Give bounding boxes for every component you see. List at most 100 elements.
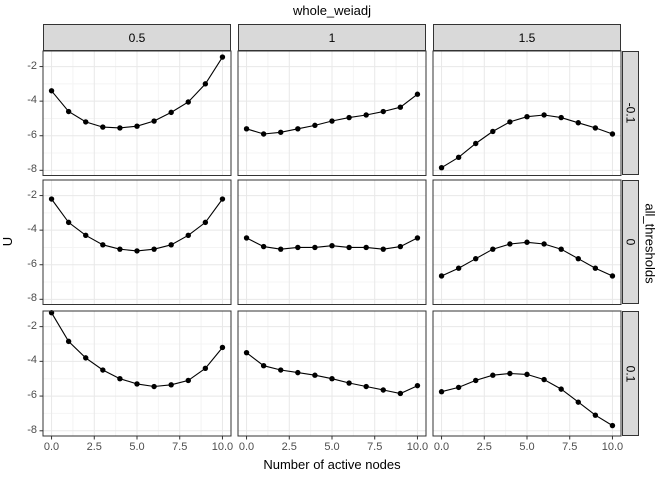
data-point xyxy=(312,244,318,251)
data-point xyxy=(260,362,267,369)
data-point xyxy=(473,255,479,262)
data-point xyxy=(83,119,89,125)
data-point xyxy=(278,129,284,135)
data-point xyxy=(397,243,404,250)
data-point xyxy=(83,355,89,361)
data-point xyxy=(455,154,462,161)
data-point xyxy=(414,91,421,97)
data-point xyxy=(329,243,335,249)
data-point xyxy=(363,383,369,390)
data-point xyxy=(295,369,301,376)
data-point xyxy=(363,244,369,251)
x-tick-label: 2.5 xyxy=(281,441,297,453)
data-point xyxy=(100,367,106,373)
facet-row-strip: -0.1 xyxy=(622,51,639,175)
data-point xyxy=(185,232,191,239)
data-point xyxy=(507,119,513,125)
y-tick-label: -6 xyxy=(27,128,37,141)
x-tick-label: 5.0 xyxy=(324,441,340,453)
data-point xyxy=(202,81,209,87)
data-point xyxy=(558,114,564,121)
x-axis-title: Number of active nodes xyxy=(263,457,401,472)
data-point xyxy=(558,386,564,392)
data-point xyxy=(363,112,369,118)
panel-col1-row0 xyxy=(237,179,427,305)
data-point xyxy=(83,232,89,239)
data-point xyxy=(202,219,209,226)
y-tick-label: -4 xyxy=(27,94,37,107)
data-point xyxy=(219,344,226,351)
data-point xyxy=(100,124,106,130)
x-tick-label: 7.5 xyxy=(172,441,188,453)
x-tick-label: 7.5 xyxy=(367,441,383,453)
data-point xyxy=(260,243,267,250)
data-point xyxy=(48,196,55,202)
data-point xyxy=(312,122,318,129)
data-point xyxy=(295,244,301,251)
data-point xyxy=(575,399,581,405)
data-point xyxy=(541,112,547,118)
panel-col1.5-row0 xyxy=(432,179,622,305)
x-tick-label: 10.0 xyxy=(211,441,234,453)
data-point xyxy=(507,241,513,247)
facet-col-strip: 1 xyxy=(238,24,426,51)
data-point xyxy=(134,248,140,254)
data-point xyxy=(151,383,157,390)
data-point xyxy=(438,389,445,395)
data-point xyxy=(346,114,352,121)
panel-col0.5-row-0.1 xyxy=(42,50,232,176)
facet-col-strip-label: 1 xyxy=(328,30,336,45)
data-point xyxy=(380,387,386,393)
y-tick-label: -2 xyxy=(27,188,37,201)
facet-col-strip-label: 0.5 xyxy=(128,30,146,45)
y-tick-label: -2 xyxy=(27,319,37,332)
panel-col1-row0.1 xyxy=(237,310,427,437)
y-tick-label: -6 xyxy=(27,389,37,402)
panel-col1.5-row0.1 xyxy=(432,310,622,437)
data-point xyxy=(243,349,250,356)
data-point xyxy=(575,255,581,262)
data-point xyxy=(558,246,564,252)
y-tick-label: -6 xyxy=(27,257,37,270)
x-tick-label: 2.5 xyxy=(476,441,492,453)
y-tick-label: -4 xyxy=(27,354,37,367)
y-tick-label: -2 xyxy=(27,59,37,72)
data-point xyxy=(219,54,226,60)
data-point xyxy=(329,118,335,124)
data-point xyxy=(455,384,462,391)
panel-col1-row-0.1 xyxy=(237,50,427,176)
y-tick-label: -8 xyxy=(27,163,37,176)
data-point xyxy=(592,265,599,271)
data-point xyxy=(168,109,174,116)
data-point xyxy=(134,123,140,129)
data-point xyxy=(592,412,599,418)
data-point xyxy=(490,128,496,135)
y-tick-label: -4 xyxy=(27,223,37,236)
data-point xyxy=(438,165,445,171)
data-point xyxy=(243,235,250,241)
data-point xyxy=(609,131,616,137)
data-point xyxy=(524,239,530,245)
data-point xyxy=(117,125,123,131)
x-tick-label: 7.5 xyxy=(562,441,578,453)
data-point xyxy=(346,380,352,386)
data-point xyxy=(134,381,140,387)
data-point xyxy=(312,372,318,378)
panel-col1.5-row-0.1 xyxy=(432,50,622,176)
data-point xyxy=(260,131,267,137)
data-point xyxy=(438,273,445,279)
data-point xyxy=(541,376,547,383)
data-point xyxy=(100,242,106,248)
data-point xyxy=(48,88,55,94)
panel-col0.5-row0 xyxy=(42,179,232,305)
data-point xyxy=(202,365,209,371)
data-point xyxy=(609,273,616,279)
x-tick-label: 5.0 xyxy=(129,441,145,453)
x-tick-label: 0.0 xyxy=(238,441,255,453)
data-point xyxy=(490,372,496,378)
data-point xyxy=(397,104,404,110)
x-tick-label: 0.0 xyxy=(433,441,450,453)
data-point xyxy=(414,235,421,241)
